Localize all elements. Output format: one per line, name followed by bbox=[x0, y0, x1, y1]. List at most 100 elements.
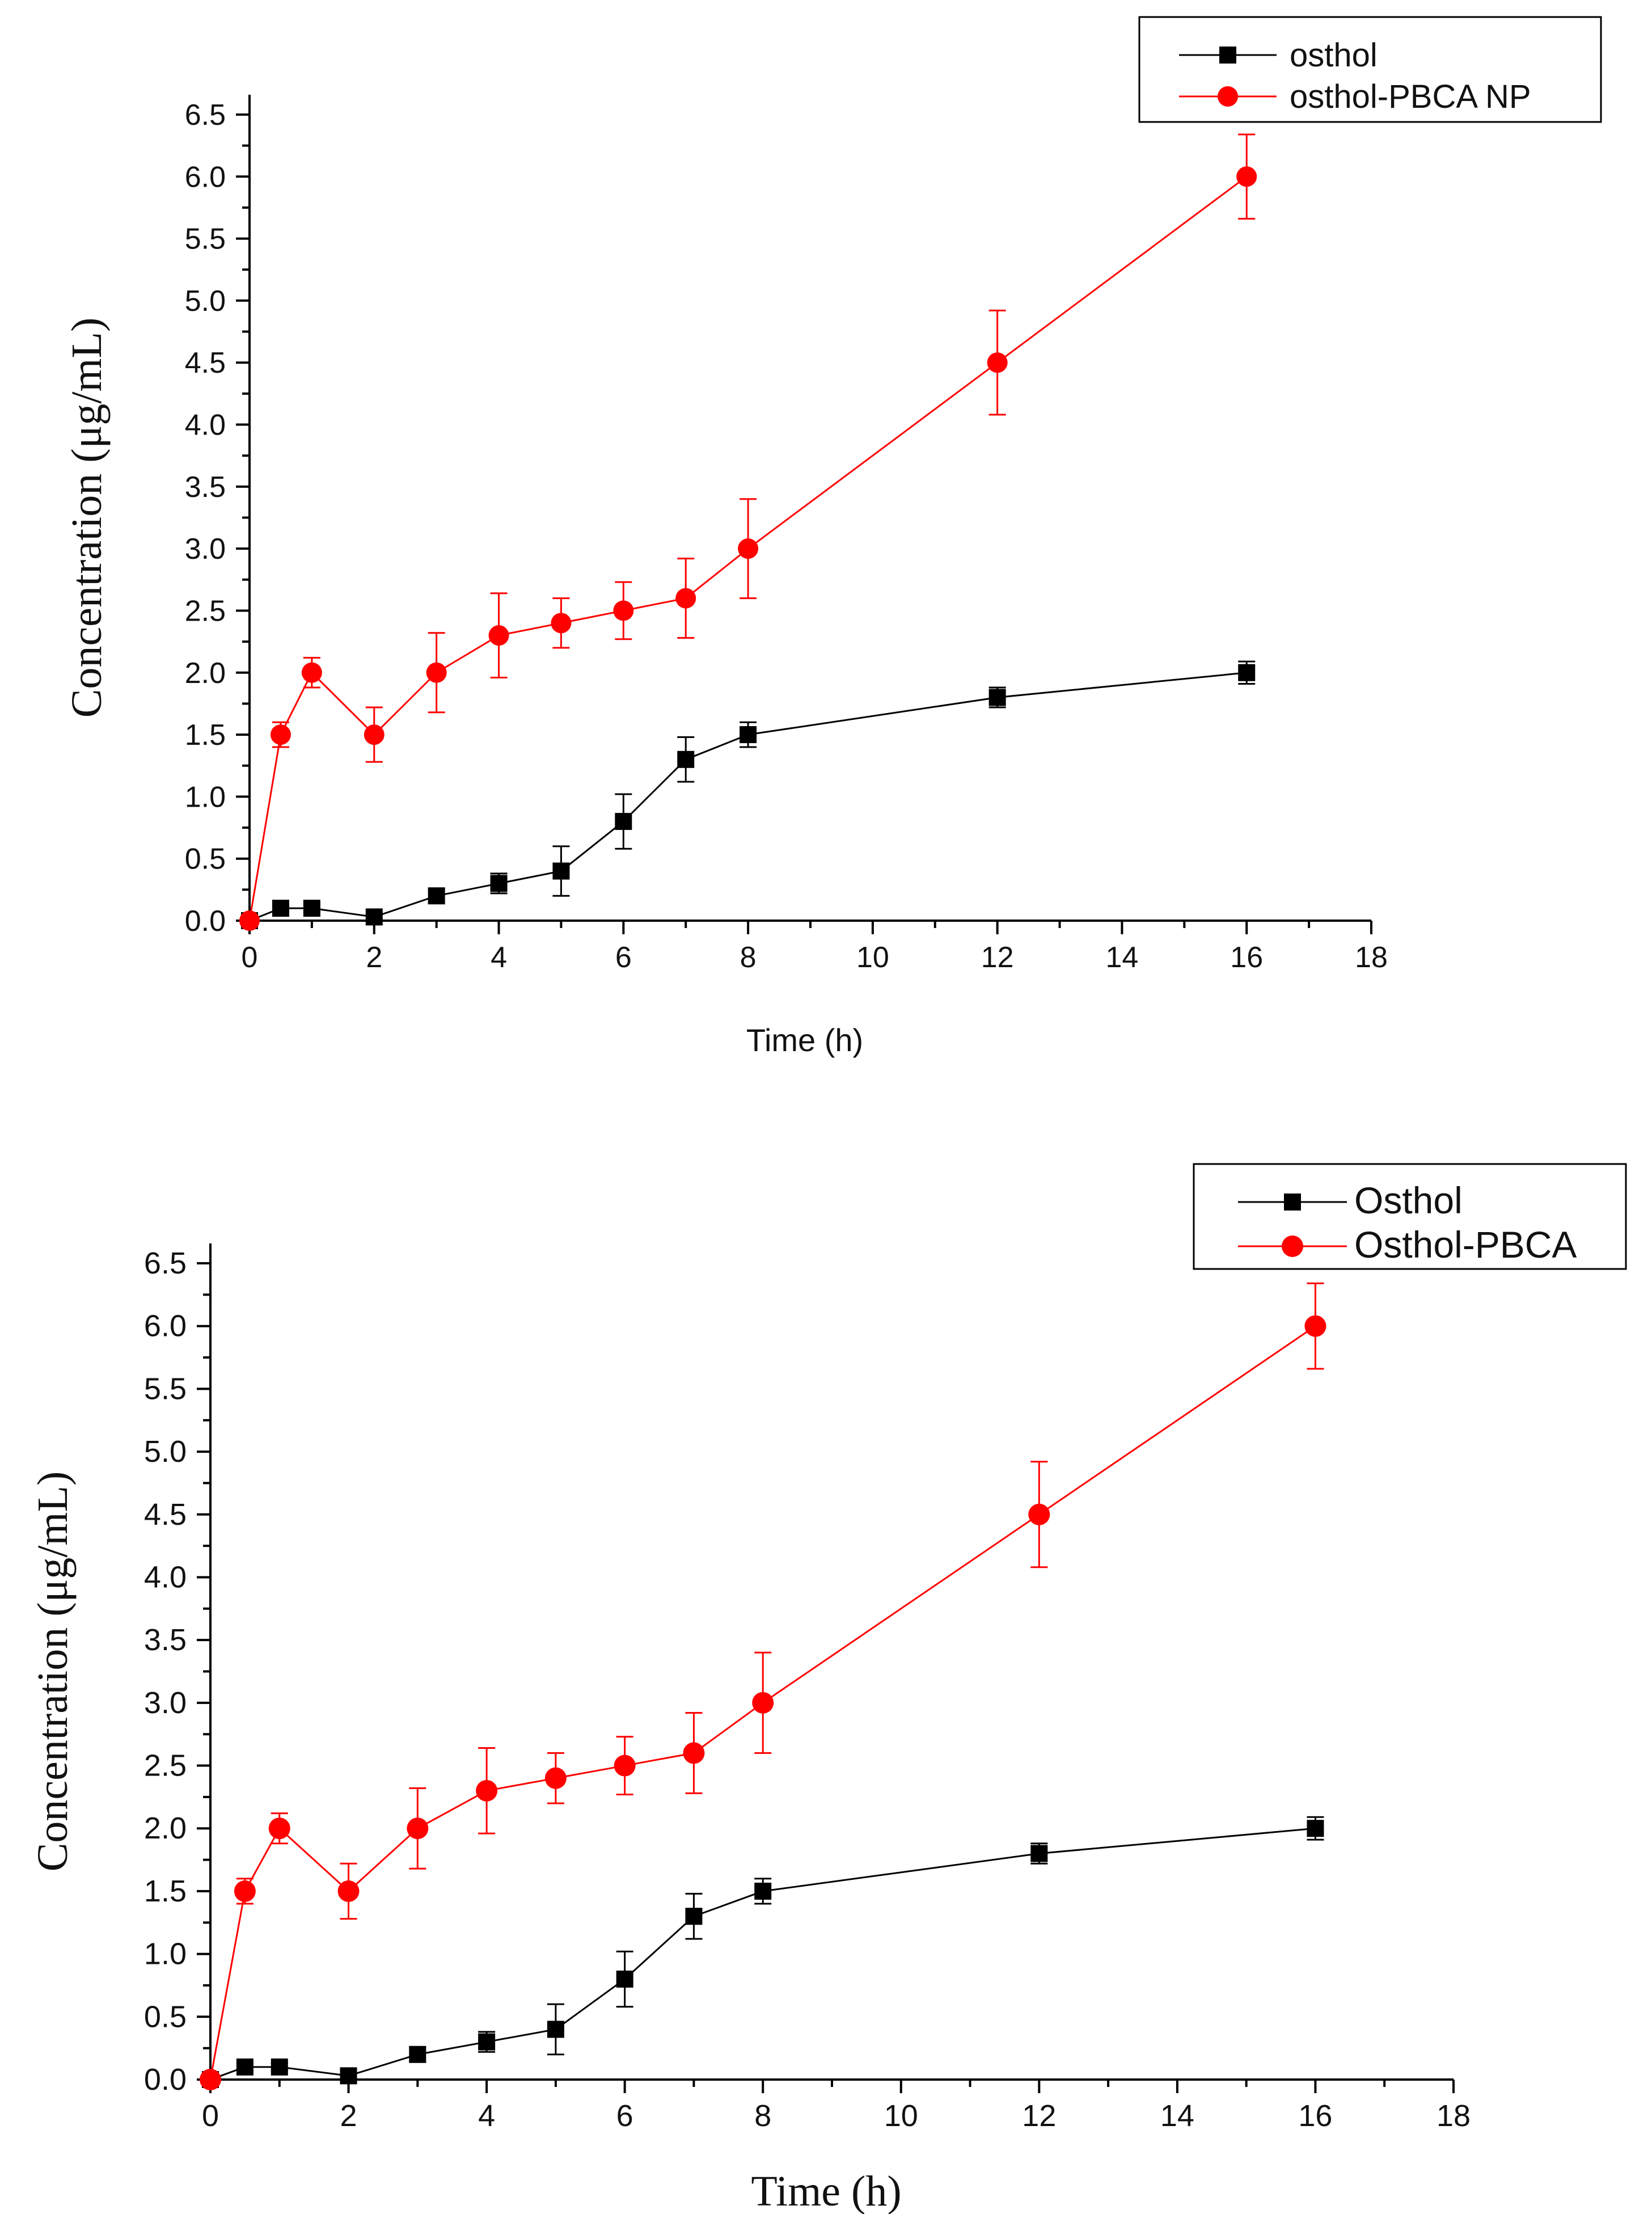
x-tick-label: 16 bbox=[1298, 2099, 1332, 2133]
y-tick-label: 0.5 bbox=[185, 843, 226, 876]
data-point-square bbox=[236, 2058, 253, 2076]
data-point-circle bbox=[987, 352, 1008, 373]
y-tick-label: 4.5 bbox=[144, 1498, 187, 1532]
x-tick-label: 14 bbox=[1106, 941, 1139, 974]
data-point-square bbox=[615, 813, 632, 830]
x-tick-label: 18 bbox=[1355, 941, 1388, 974]
y-tick-label: 4.0 bbox=[185, 409, 226, 442]
data-point-circle bbox=[234, 1880, 256, 1902]
y-axis-label: Concentration (μg/mL) bbox=[29, 1471, 77, 1872]
x-tick-label: 10 bbox=[856, 941, 889, 974]
data-point-square bbox=[365, 908, 383, 926]
y-tick-label: 3.0 bbox=[185, 533, 226, 566]
y-tick-label: 4.5 bbox=[185, 347, 226, 379]
data-point-square bbox=[754, 1882, 772, 1900]
data-point-circle bbox=[364, 724, 385, 745]
x-tick-label: 2 bbox=[340, 2099, 357, 2133]
y-tick-label: 6.0 bbox=[144, 1309, 187, 1343]
series-osthol-pbca-np bbox=[239, 133, 1257, 931]
y-tick-label: 1.5 bbox=[144, 1874, 187, 1908]
series-line bbox=[209, 1325, 1316, 2080]
legend-marker-circle bbox=[1282, 1235, 1303, 1257]
data-point-square bbox=[271, 2058, 288, 2076]
y-tick-label: 5.5 bbox=[144, 1372, 187, 1406]
legend-marker-circle bbox=[1218, 86, 1238, 107]
data-point-square bbox=[478, 2033, 496, 2051]
data-point-square bbox=[677, 750, 695, 768]
data-point-circle bbox=[476, 1779, 498, 1802]
x-tick-label: 14 bbox=[1160, 2099, 1194, 2133]
x-tick-label: 0 bbox=[242, 941, 258, 974]
y-tick-label: 2.5 bbox=[144, 1749, 187, 1783]
series-osthol-pbca bbox=[200, 1282, 1326, 2090]
data-point-square bbox=[272, 900, 289, 917]
data-point-circle bbox=[551, 613, 572, 634]
y-tick-label: 5.0 bbox=[185, 285, 226, 318]
y-tick-label: 0.0 bbox=[185, 905, 226, 938]
y-tick-label: 0.0 bbox=[144, 2063, 187, 2097]
data-point-circle bbox=[270, 724, 291, 745]
chart-top: 0.0 0.5 1.0 1.5 2.0 2.5 3.0 3.5 4.0 4.5 5.0 5.5 6.0 6… bbox=[63, 16, 1602, 1058]
data-point-square bbox=[1030, 1845, 1048, 1862]
legend-marker-square bbox=[1284, 1194, 1301, 1211]
y-tick-label: 0.5 bbox=[144, 2000, 187, 2034]
data-point-square bbox=[409, 2046, 426, 2063]
y-tick-label: 6.5 bbox=[185, 99, 226, 132]
data-point-circle bbox=[488, 625, 509, 646]
y-tick-label: 5.0 bbox=[144, 1435, 187, 1469]
data-point-square bbox=[303, 900, 320, 917]
data-point-square bbox=[547, 2021, 564, 2038]
data-point-circle bbox=[407, 1817, 429, 1840]
legend-label: Osthol bbox=[1354, 1179, 1463, 1221]
x-tick-label: 4 bbox=[491, 941, 507, 974]
data-point-circle bbox=[268, 1817, 290, 1840]
data-point-circle bbox=[337, 1880, 360, 1902]
y-tick-label: 5.5 bbox=[185, 223, 226, 256]
y-tick-label: 1.0 bbox=[185, 781, 226, 813]
data-point-circle bbox=[239, 910, 260, 931]
y-tick-label: 1.5 bbox=[185, 719, 226, 752]
legend-entry: osthol bbox=[1179, 37, 1378, 74]
y-axis-label: Concentration (μg/mL) bbox=[63, 318, 111, 718]
x-tick-label: 16 bbox=[1230, 941, 1263, 974]
legend-marker-square bbox=[1219, 47, 1236, 64]
series-osthol bbox=[202, 1816, 1324, 2088]
x-axis-label: Time (h) bbox=[751, 2167, 901, 2214]
y-tick-label: 2.0 bbox=[144, 1811, 187, 1845]
x-tick-label: 0 bbox=[202, 2099, 219, 2133]
data-point-square bbox=[340, 2067, 357, 2085]
legend-entry: osthol-PBCA NP bbox=[1179, 78, 1531, 115]
y-tick-label: 3.5 bbox=[144, 1623, 187, 1657]
data-point-square bbox=[490, 875, 508, 892]
y-tick-label: 2.0 bbox=[185, 657, 226, 690]
legend-label: osthol bbox=[1290, 37, 1378, 74]
data-point-circle bbox=[301, 662, 322, 683]
x-tick-label: 6 bbox=[615, 941, 632, 974]
legend-label: osthol-PBCA NP bbox=[1290, 78, 1531, 115]
x-tick-label: 18 bbox=[1436, 2099, 1471, 2133]
data-point-square bbox=[988, 689, 1006, 706]
data-point-square bbox=[616, 1970, 633, 1988]
x-tick-label: 8 bbox=[740, 941, 757, 974]
chart-bottom: 0.0 0.5 1.0 1.5 2.0 2.5 3.0 3.5 4.0 4.5 5.0 5.5 6.0 6… bbox=[29, 1163, 1627, 2214]
y-tick-label: 3.5 bbox=[185, 471, 226, 504]
data-point-circle bbox=[752, 1692, 774, 1714]
y-tick-label: 3.0 bbox=[144, 1686, 187, 1720]
x-tick-label: 2 bbox=[366, 941, 382, 974]
data-point-square bbox=[552, 862, 570, 880]
data-point-circle bbox=[738, 538, 759, 559]
legend-entry: Osthol-PBCA bbox=[1238, 1224, 1577, 1266]
data-point-circle bbox=[1028, 1503, 1050, 1525]
data-point-square bbox=[740, 726, 757, 744]
data-point-square bbox=[428, 887, 445, 905]
data-point-circle bbox=[200, 2069, 221, 2090]
data-point-circle bbox=[1236, 166, 1257, 187]
data-point-square bbox=[685, 1908, 703, 1925]
x-tick-label: 10 bbox=[884, 2099, 918, 2133]
x-tick-label: 4 bbox=[478, 2099, 495, 2133]
legend-label: Osthol-PBCA bbox=[1354, 1224, 1577, 1266]
y-tick-label: 1.0 bbox=[144, 1937, 187, 1971]
series-osthol bbox=[241, 660, 1256, 929]
